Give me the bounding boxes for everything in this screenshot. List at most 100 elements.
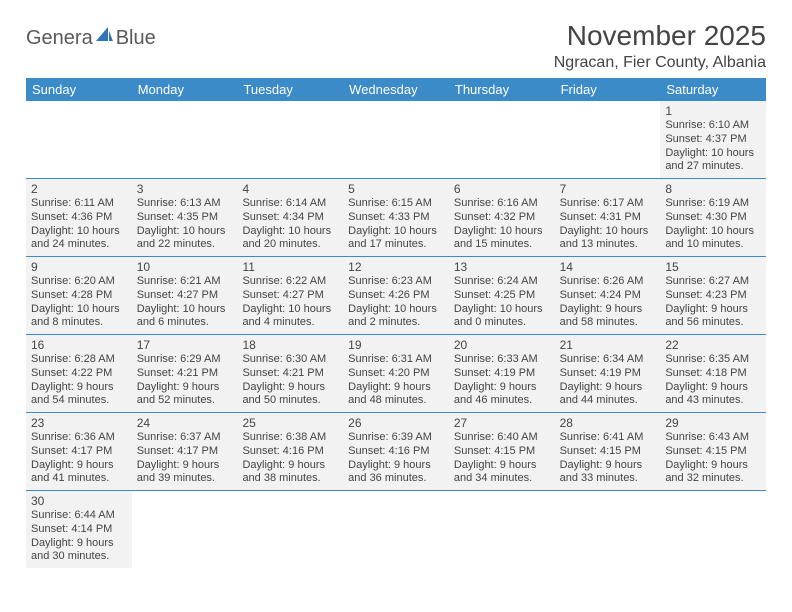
day-detail: Sunrise: 6:22 AM <box>242 275 338 289</box>
page-title: November 2025 <box>554 20 766 52</box>
logo-text-2: Blue <box>116 27 156 50</box>
day-detail: Daylight: 9 hours <box>665 303 761 317</box>
day-detail: and 52 minutes. <box>137 394 233 408</box>
day-of-week-cell: Sunday <box>26 78 132 101</box>
day-detail: and 36 minutes. <box>348 472 444 486</box>
day-cell: 23Sunrise: 6:36 AMSunset: 4:17 PMDayligh… <box>26 413 132 490</box>
day-number: 10 <box>137 260 233 274</box>
day-detail: and 22 minutes. <box>137 238 233 252</box>
day-number: 19 <box>348 338 444 352</box>
day-detail: Sunset: 4:21 PM <box>137 367 233 381</box>
day-detail: Daylight: 9 hours <box>137 459 233 473</box>
day-number: 8 <box>665 182 761 196</box>
day-cell: 17Sunrise: 6:29 AMSunset: 4:21 PMDayligh… <box>132 335 238 412</box>
day-number: 28 <box>560 416 656 430</box>
day-detail: Sunrise: 6:41 AM <box>560 431 656 445</box>
day-detail: Sunset: 4:34 PM <box>242 211 338 225</box>
day-detail: Daylight: 9 hours <box>665 381 761 395</box>
day-detail: Sunset: 4:31 PM <box>560 211 656 225</box>
day-detail: and 39 minutes. <box>137 472 233 486</box>
day-detail: Sunrise: 6:40 AM <box>454 431 550 445</box>
day-detail: Daylight: 9 hours <box>454 459 550 473</box>
day-detail: Sunrise: 6:13 AM <box>137 197 233 211</box>
day-detail: Daylight: 9 hours <box>665 459 761 473</box>
day-cell: 20Sunrise: 6:33 AMSunset: 4:19 PMDayligh… <box>449 335 555 412</box>
day-detail: and 32 minutes. <box>665 472 761 486</box>
day-detail: Sunrise: 6:21 AM <box>137 275 233 289</box>
day-detail: Sunrise: 6:31 AM <box>348 353 444 367</box>
day-detail: Daylight: 10 hours <box>665 225 761 239</box>
day-number: 25 <box>242 416 338 430</box>
day-cell: 16Sunrise: 6:28 AMSunset: 4:22 PMDayligh… <box>26 335 132 412</box>
day-number: 22 <box>665 338 761 352</box>
day-detail: Sunset: 4:15 PM <box>560 445 656 459</box>
day-number: 2 <box>31 182 127 196</box>
day-number: 18 <box>242 338 338 352</box>
day-detail: Sunset: 4:37 PM <box>665 133 761 147</box>
week-row: 16Sunrise: 6:28 AMSunset: 4:22 PMDayligh… <box>26 335 766 413</box>
week-row: 9Sunrise: 6:20 AMSunset: 4:28 PMDaylight… <box>26 257 766 335</box>
day-detail: Sunrise: 6:15 AM <box>348 197 444 211</box>
day-detail: Sunrise: 6:24 AM <box>454 275 550 289</box>
day-cell: 4Sunrise: 6:14 AMSunset: 4:34 PMDaylight… <box>237 179 343 256</box>
header: Genera Blue November 2025 Ngracan, Fier … <box>26 20 766 72</box>
day-detail: Sunrise: 6:20 AM <box>31 275 127 289</box>
day-cell: 6Sunrise: 6:16 AMSunset: 4:32 PMDaylight… <box>449 179 555 256</box>
day-detail: and 15 minutes. <box>454 238 550 252</box>
day-number: 24 <box>137 416 233 430</box>
day-detail: Daylight: 9 hours <box>348 381 444 395</box>
day-detail: Sunset: 4:19 PM <box>560 367 656 381</box>
day-detail: Daylight: 10 hours <box>31 303 127 317</box>
day-number: 4 <box>242 182 338 196</box>
day-number: 21 <box>560 338 656 352</box>
day-detail: and 10 minutes. <box>665 238 761 252</box>
day-detail: Daylight: 9 hours <box>31 537 127 551</box>
day-detail: Sunset: 4:36 PM <box>31 211 127 225</box>
day-of-week-cell: Friday <box>555 78 661 101</box>
day-detail: Sunset: 4:30 PM <box>665 211 761 225</box>
day-detail: and 56 minutes. <box>665 316 761 330</box>
day-detail: and 33 minutes. <box>560 472 656 486</box>
day-cell-blank <box>449 101 555 178</box>
day-cell: 14Sunrise: 6:26 AMSunset: 4:24 PMDayligh… <box>555 257 661 334</box>
day-number: 26 <box>348 416 444 430</box>
day-detail: and 6 minutes. <box>137 316 233 330</box>
day-detail: Daylight: 10 hours <box>137 225 233 239</box>
day-detail: Daylight: 9 hours <box>137 381 233 395</box>
logo-text-1: Genera <box>26 27 93 50</box>
day-detail: Sunrise: 6:44 AM <box>31 509 127 523</box>
day-detail: Sunset: 4:25 PM <box>454 289 550 303</box>
day-detail: Daylight: 10 hours <box>242 225 338 239</box>
day-cell: 22Sunrise: 6:35 AMSunset: 4:18 PMDayligh… <box>660 335 766 412</box>
day-cell: 24Sunrise: 6:37 AMSunset: 4:17 PMDayligh… <box>132 413 238 490</box>
day-detail: Sunset: 4:32 PM <box>454 211 550 225</box>
day-cell: 2Sunrise: 6:11 AMSunset: 4:36 PMDaylight… <box>26 179 132 256</box>
day-detail: and 38 minutes. <box>242 472 338 486</box>
logo: Genera Blue <box>26 20 156 50</box>
day-detail: Sunrise: 6:19 AM <box>665 197 761 211</box>
day-detail: and 4 minutes. <box>242 316 338 330</box>
week-row: 23Sunrise: 6:36 AMSunset: 4:17 PMDayligh… <box>26 413 766 491</box>
day-number: 3 <box>137 182 233 196</box>
day-of-week-cell: Monday <box>132 78 238 101</box>
day-cell: 7Sunrise: 6:17 AMSunset: 4:31 PMDaylight… <box>555 179 661 256</box>
day-detail: Sunrise: 6:14 AM <box>242 197 338 211</box>
day-cell: 8Sunrise: 6:19 AMSunset: 4:30 PMDaylight… <box>660 179 766 256</box>
day-of-week-cell: Saturday <box>660 78 766 101</box>
day-detail: Daylight: 9 hours <box>31 459 127 473</box>
day-number: 17 <box>137 338 233 352</box>
day-detail: Sunset: 4:21 PM <box>242 367 338 381</box>
day-cell: 5Sunrise: 6:15 AMSunset: 4:33 PMDaylight… <box>343 179 449 256</box>
day-cell-blank <box>343 491 449 568</box>
day-detail: Sunset: 4:28 PM <box>31 289 127 303</box>
day-cell: 29Sunrise: 6:43 AMSunset: 4:15 PMDayligh… <box>660 413 766 490</box>
day-number: 11 <box>242 260 338 274</box>
location: Ngracan, Fier County, Albania <box>554 54 766 72</box>
day-cell: 15Sunrise: 6:27 AMSunset: 4:23 PMDayligh… <box>660 257 766 334</box>
day-cell: 10Sunrise: 6:21 AMSunset: 4:27 PMDayligh… <box>132 257 238 334</box>
day-detail: Daylight: 9 hours <box>242 381 338 395</box>
day-detail: Sunset: 4:17 PM <box>137 445 233 459</box>
day-detail: Sunrise: 6:30 AM <box>242 353 338 367</box>
day-detail: and 20 minutes. <box>242 238 338 252</box>
day-cell: 21Sunrise: 6:34 AMSunset: 4:19 PMDayligh… <box>555 335 661 412</box>
